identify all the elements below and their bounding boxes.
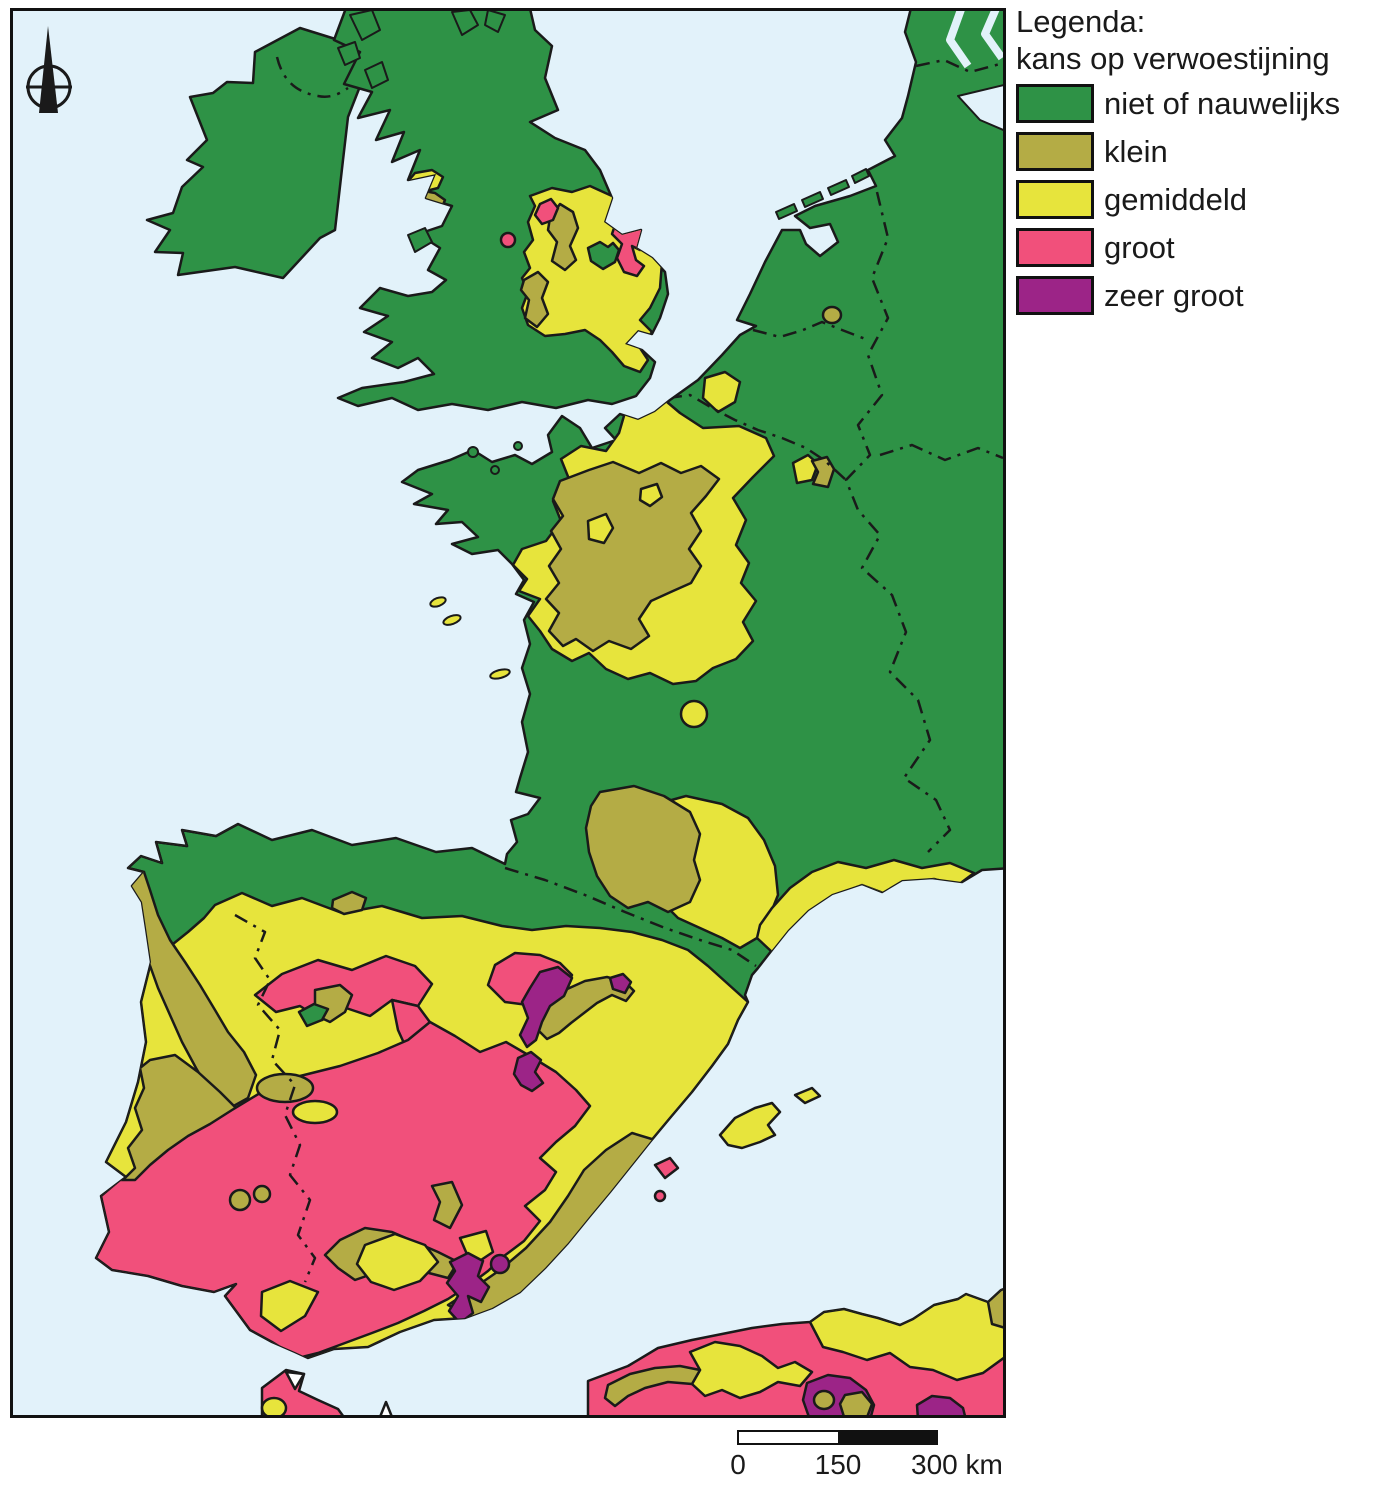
- legend-swatch-yellow: [1016, 180, 1094, 219]
- legend-item-klein: klein: [1016, 132, 1372, 171]
- scale-bar-segment-white: [737, 1430, 838, 1445]
- country-borders: [234, 58, 1004, 1283]
- legend-item-label: groot: [1104, 229, 1175, 265]
- scale-tick-300: 300 km: [911, 1449, 1003, 1480]
- legend-item-label: klein: [1104, 133, 1168, 169]
- map-canvas: [10, 8, 1006, 1418]
- legend-item-zeer-groot: zeer groot: [1016, 276, 1372, 315]
- denmark-channels: [946, 8, 1006, 133]
- north-africa-risk-patches: [603, 1286, 1006, 1418]
- north-arrow-icon: [26, 26, 72, 113]
- legend-swatch-purple: [1016, 276, 1094, 315]
- border-northern-ireland: [275, 56, 349, 98]
- small-islands-north: [337, 9, 506, 253]
- legend-subtitle: kans op verwoestijning: [1016, 41, 1330, 76]
- legend: Legenda: kans op verwoestijning niet of …: [1016, 4, 1372, 324]
- legend-swatch-pink: [1016, 228, 1094, 267]
- frisian-islands: [775, 168, 870, 220]
- legend-swatch-olive: [1016, 132, 1094, 171]
- legend-item-label: zeer groot: [1104, 277, 1244, 313]
- legend-item-gemiddeld: gemiddeld: [1016, 180, 1372, 219]
- balearic-islands: [653, 1086, 822, 1203]
- scale-tick-150: 150: [814, 1449, 862, 1480]
- region-tangier: [260, 1368, 394, 1418]
- legend-swatch-green: [1016, 84, 1094, 123]
- legend-item-label: niet of nauwelijks: [1104, 85, 1341, 121]
- legend-item-label: gemiddeld: [1104, 181, 1248, 217]
- legend-item-niet-of-nauwelijks: niet of nauwelijks: [1016, 84, 1372, 123]
- scale-bar-segment-black: [838, 1430, 938, 1445]
- scale-tick-0: 0: [730, 1449, 746, 1480]
- atlantic-islets: [429, 441, 523, 680]
- legend-title: Legenda:: [1016, 4, 1146, 39]
- continent-risk-patches: [96, 305, 976, 1358]
- legend-item-groot: groot: [1016, 228, 1372, 267]
- region-ireland: [145, 26, 375, 280]
